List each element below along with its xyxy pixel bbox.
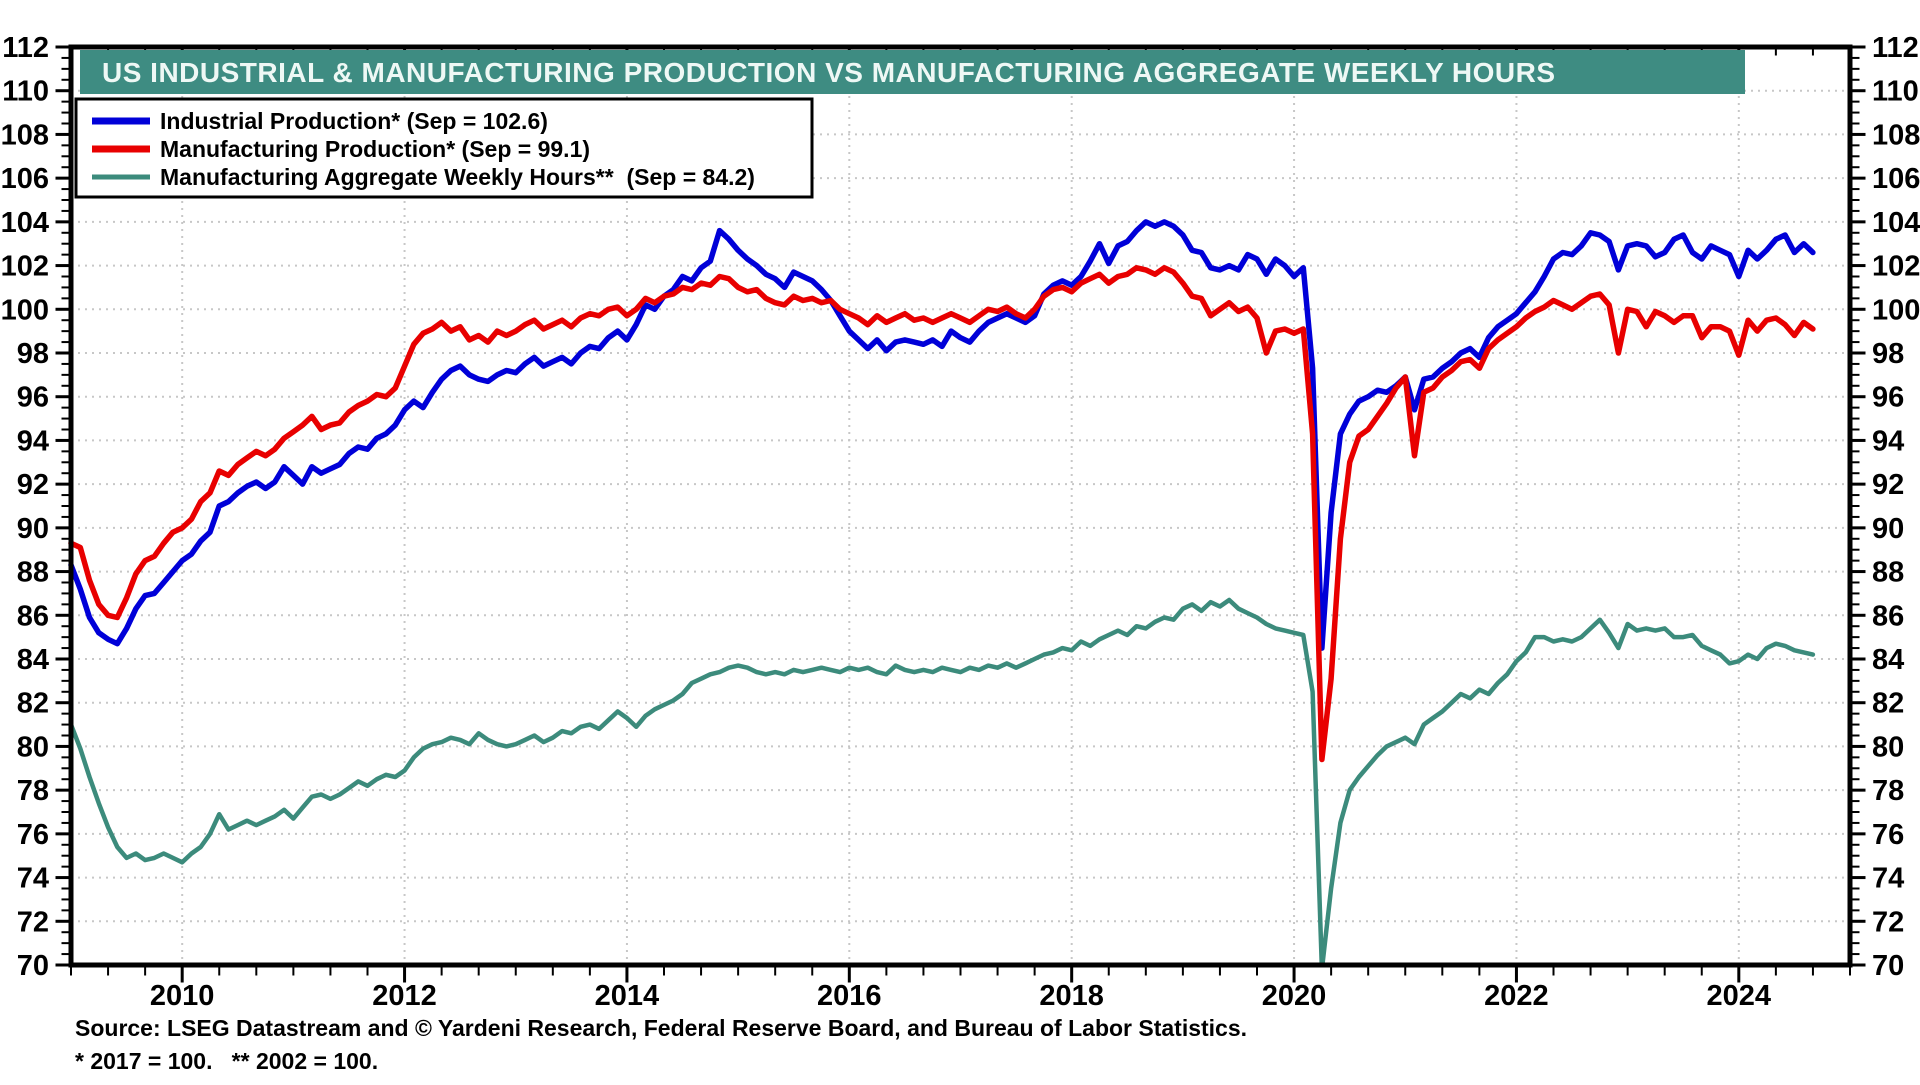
y-axis-label-right: 108 xyxy=(1872,119,1920,151)
y-axis-label-right: 92 xyxy=(1872,469,1904,501)
legend-box xyxy=(74,97,814,199)
y-axis-label-right: 74 xyxy=(1872,863,1904,895)
x-axis-label: 2020 xyxy=(1262,980,1327,1012)
y-axis-label-right: 82 xyxy=(1872,688,1904,720)
y-axis-label-left: 104 xyxy=(1,207,49,239)
y-axis-label-left: 100 xyxy=(1,294,49,326)
series-lines xyxy=(68,219,1816,965)
y-axis-label-right: 88 xyxy=(1872,557,1904,589)
legend: Industrial Production* (Sep = 102.6) Man… xyxy=(74,97,814,199)
y-axis-label-left: 106 xyxy=(1,163,49,195)
y-axis-label-right: 96 xyxy=(1872,382,1904,414)
y-axis-label-left: 102 xyxy=(1,251,49,283)
y-axis-label-left: 80 xyxy=(17,731,49,763)
axis-labels: 70 70 72 72 74 74 76 76 78 78 80 80 82 82 84 84 86 86 88 88… xyxy=(1,32,1920,1012)
y-axis-label-left: 90 xyxy=(17,513,49,545)
x-axis-label: 2014 xyxy=(595,980,660,1012)
series-line-manufacturing-production xyxy=(68,265,1816,763)
gridlines xyxy=(71,47,1850,965)
y-axis-label-right: 84 xyxy=(1872,644,1904,676)
y-axis-label-right: 80 xyxy=(1872,731,1904,763)
y-axis-label-right: 102 xyxy=(1872,251,1920,283)
y-axis-label-left: 110 xyxy=(2,76,49,108)
y-axis-label-left: 88 xyxy=(17,557,49,589)
y-axis-label-left: 86 xyxy=(17,600,49,632)
y-axis-label-left: 72 xyxy=(17,906,49,938)
y-axis-label-right: 112 xyxy=(1872,32,1919,64)
x-axis-label: 2024 xyxy=(1707,980,1772,1012)
y-axis-label-right: 98 xyxy=(1872,338,1904,370)
y-axis-label-right: 106 xyxy=(1872,163,1920,195)
series-line-aggregate-weekly-hours xyxy=(68,597,1816,965)
y-axis-label-right: 110 xyxy=(1872,76,1919,108)
x-axis-label: 2018 xyxy=(1039,980,1104,1012)
y-axis-label-right: 76 xyxy=(1872,819,1904,851)
x-axis-label: 2022 xyxy=(1484,980,1549,1012)
y-axis-label-right: 78 xyxy=(1872,775,1904,807)
y-axis-label-left: 98 xyxy=(17,338,49,370)
x-axis-label: 2016 xyxy=(817,980,882,1012)
y-axis-label-left: 94 xyxy=(17,425,49,457)
source-note: Source: LSEG Datastream and © Yardeni Re… xyxy=(75,1015,1247,1041)
y-axis-label-left: 92 xyxy=(17,469,49,501)
y-axis-label-right: 86 xyxy=(1872,600,1904,632)
y-axis-label-right: 104 xyxy=(1872,207,1920,239)
y-axis-label-right: 94 xyxy=(1872,425,1904,457)
y-axis-label-right: 70 xyxy=(1872,950,1904,982)
y-axis-label-left: 84 xyxy=(17,644,49,676)
y-axis-label-left: 76 xyxy=(17,819,49,851)
x-axis-label: 2012 xyxy=(372,980,437,1012)
footnote: * 2017 = 100. ** 2002 = 100. xyxy=(75,1048,378,1074)
y-axis-label-left: 78 xyxy=(17,775,49,807)
series-line-industrial-production xyxy=(68,219,1816,651)
chart-title: US INDUSTRIAL & MANUFACTURING PRODUCTION… xyxy=(102,57,1556,88)
y-axis-label-left: 70 xyxy=(17,950,49,982)
y-axis-label-left: 74 xyxy=(17,863,49,895)
y-axis-label-left: 108 xyxy=(1,119,49,151)
y-axis-label-right: 72 xyxy=(1872,906,1904,938)
x-axis-label: 2010 xyxy=(150,980,215,1012)
title-bar xyxy=(80,50,1745,94)
y-axis-label-left: 112 xyxy=(2,32,49,64)
legend-label-aggregate-weekly-hours: Manufacturing Aggregate Weekly Hours** (… xyxy=(160,164,755,190)
plot-border xyxy=(68,44,1853,968)
y-axis-label-left: 96 xyxy=(17,382,49,414)
y-axis-label-right: 100 xyxy=(1872,294,1920,326)
y-axis-label-left: 82 xyxy=(17,688,49,720)
legend-label-manufacturing-production: Manufacturing Production* (Sep = 99.1) xyxy=(160,136,590,162)
y-axis-label-right: 90 xyxy=(1872,513,1904,545)
legend-label-industrial-production: Industrial Production* (Sep = 102.6) xyxy=(160,108,548,134)
